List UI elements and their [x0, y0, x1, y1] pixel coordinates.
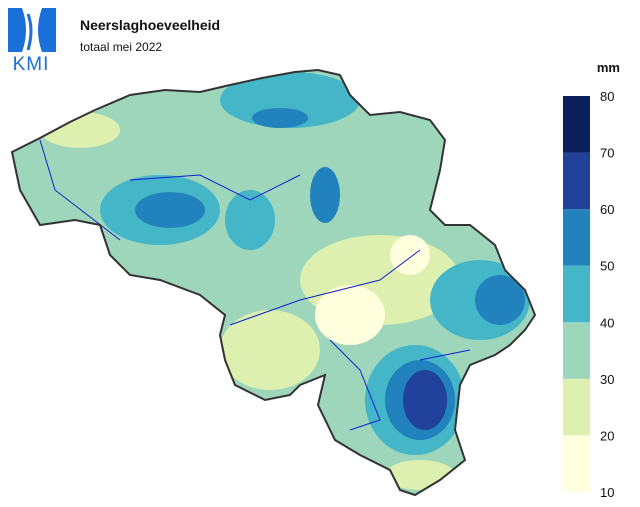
legend-tick-label: 70 [600, 146, 614, 161]
legend-tick-label: 20 [600, 428, 614, 443]
legend-unit: mm [597, 60, 620, 75]
legend: 10 20 30 40 50 60 70 80 [563, 89, 614, 500]
legend-bin [563, 322, 590, 379]
legend-bin [563, 378, 590, 436]
legend-bin [563, 152, 590, 210]
legend-tick-label: 40 [600, 315, 614, 330]
legend-bin [563, 265, 590, 323]
legend-tick-label: 60 [600, 202, 614, 217]
legend-tick-label: 80 [600, 89, 614, 104]
logo: KMI [8, 8, 56, 75]
title: Neerslaghoeveelheid [80, 17, 220, 33]
legend-bin [563, 96, 590, 153]
legend-tick-label: 50 [600, 259, 614, 274]
legend-bin [563, 435, 590, 492]
logo-text: KMI [13, 54, 50, 75]
map [12, 70, 535, 495]
legend-tick-label: 10 [600, 485, 614, 500]
subtitle: totaal mei 2022 [80, 40, 162, 54]
legend-tick-label: 30 [600, 372, 614, 387]
legend-bin [563, 209, 590, 266]
